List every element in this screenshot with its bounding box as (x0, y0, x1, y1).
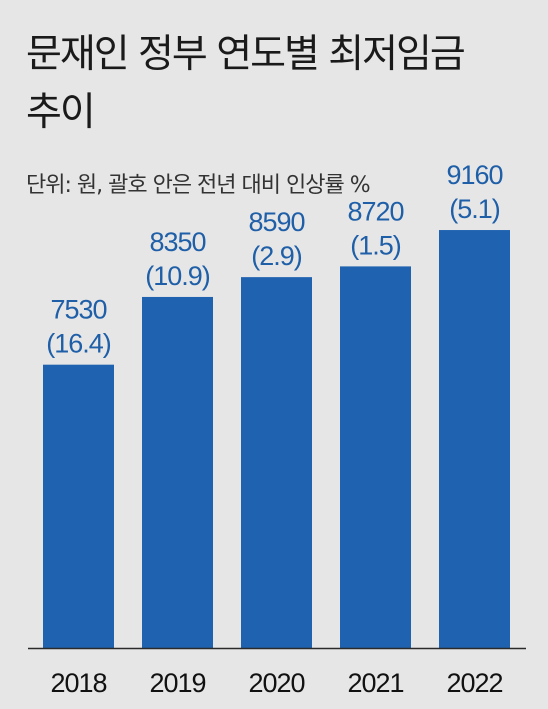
increase-label-2021: (1.5) (350, 230, 401, 260)
value-labels-group: 7530 (16.4) 8350 (10.9) 8590 (2.9) 8720 (1.5) 91… (46, 160, 503, 359)
x-tick-2022: 2022 (446, 668, 502, 698)
x-tick-2019: 2019 (149, 668, 205, 698)
value-label-2020: 8590 (248, 207, 304, 237)
value-label-2018: 7530 (50, 295, 106, 325)
bar-2019 (142, 296, 213, 648)
title-line-1: 문재인 정부 연도별 최저임금 (26, 32, 466, 77)
chart-title: 문재인 정부 연도별 최저임금 추이 (26, 26, 536, 142)
x-tick-labels-group: 2018 2019 2020 2021 2022 (50, 668, 503, 698)
value-label-2019: 8350 (149, 227, 205, 257)
x-tick-2021: 2021 (347, 668, 403, 698)
increase-label-2018: (16.4) (46, 329, 111, 359)
x-tick-2020: 2020 (248, 668, 304, 698)
bar-2018 (43, 364, 114, 648)
bar-2021 (340, 266, 411, 648)
increase-label-2020: (2.9) (251, 241, 302, 271)
x-tick-2018: 2018 (50, 668, 106, 698)
title-line-2: 추이 (26, 90, 96, 135)
increase-label-2019: (10.9) (145, 261, 210, 291)
bars-group (43, 230, 510, 648)
unit-note: 단위: 원, 괄호 안은 전년 대비 인상률 % (26, 173, 371, 198)
increase-label-2022: (5.1) (449, 194, 500, 224)
bar-2022 (439, 230, 510, 648)
bar-2020 (241, 277, 312, 648)
value-label-2022: 9160 (446, 160, 502, 190)
value-label-2021: 8720 (347, 196, 403, 226)
